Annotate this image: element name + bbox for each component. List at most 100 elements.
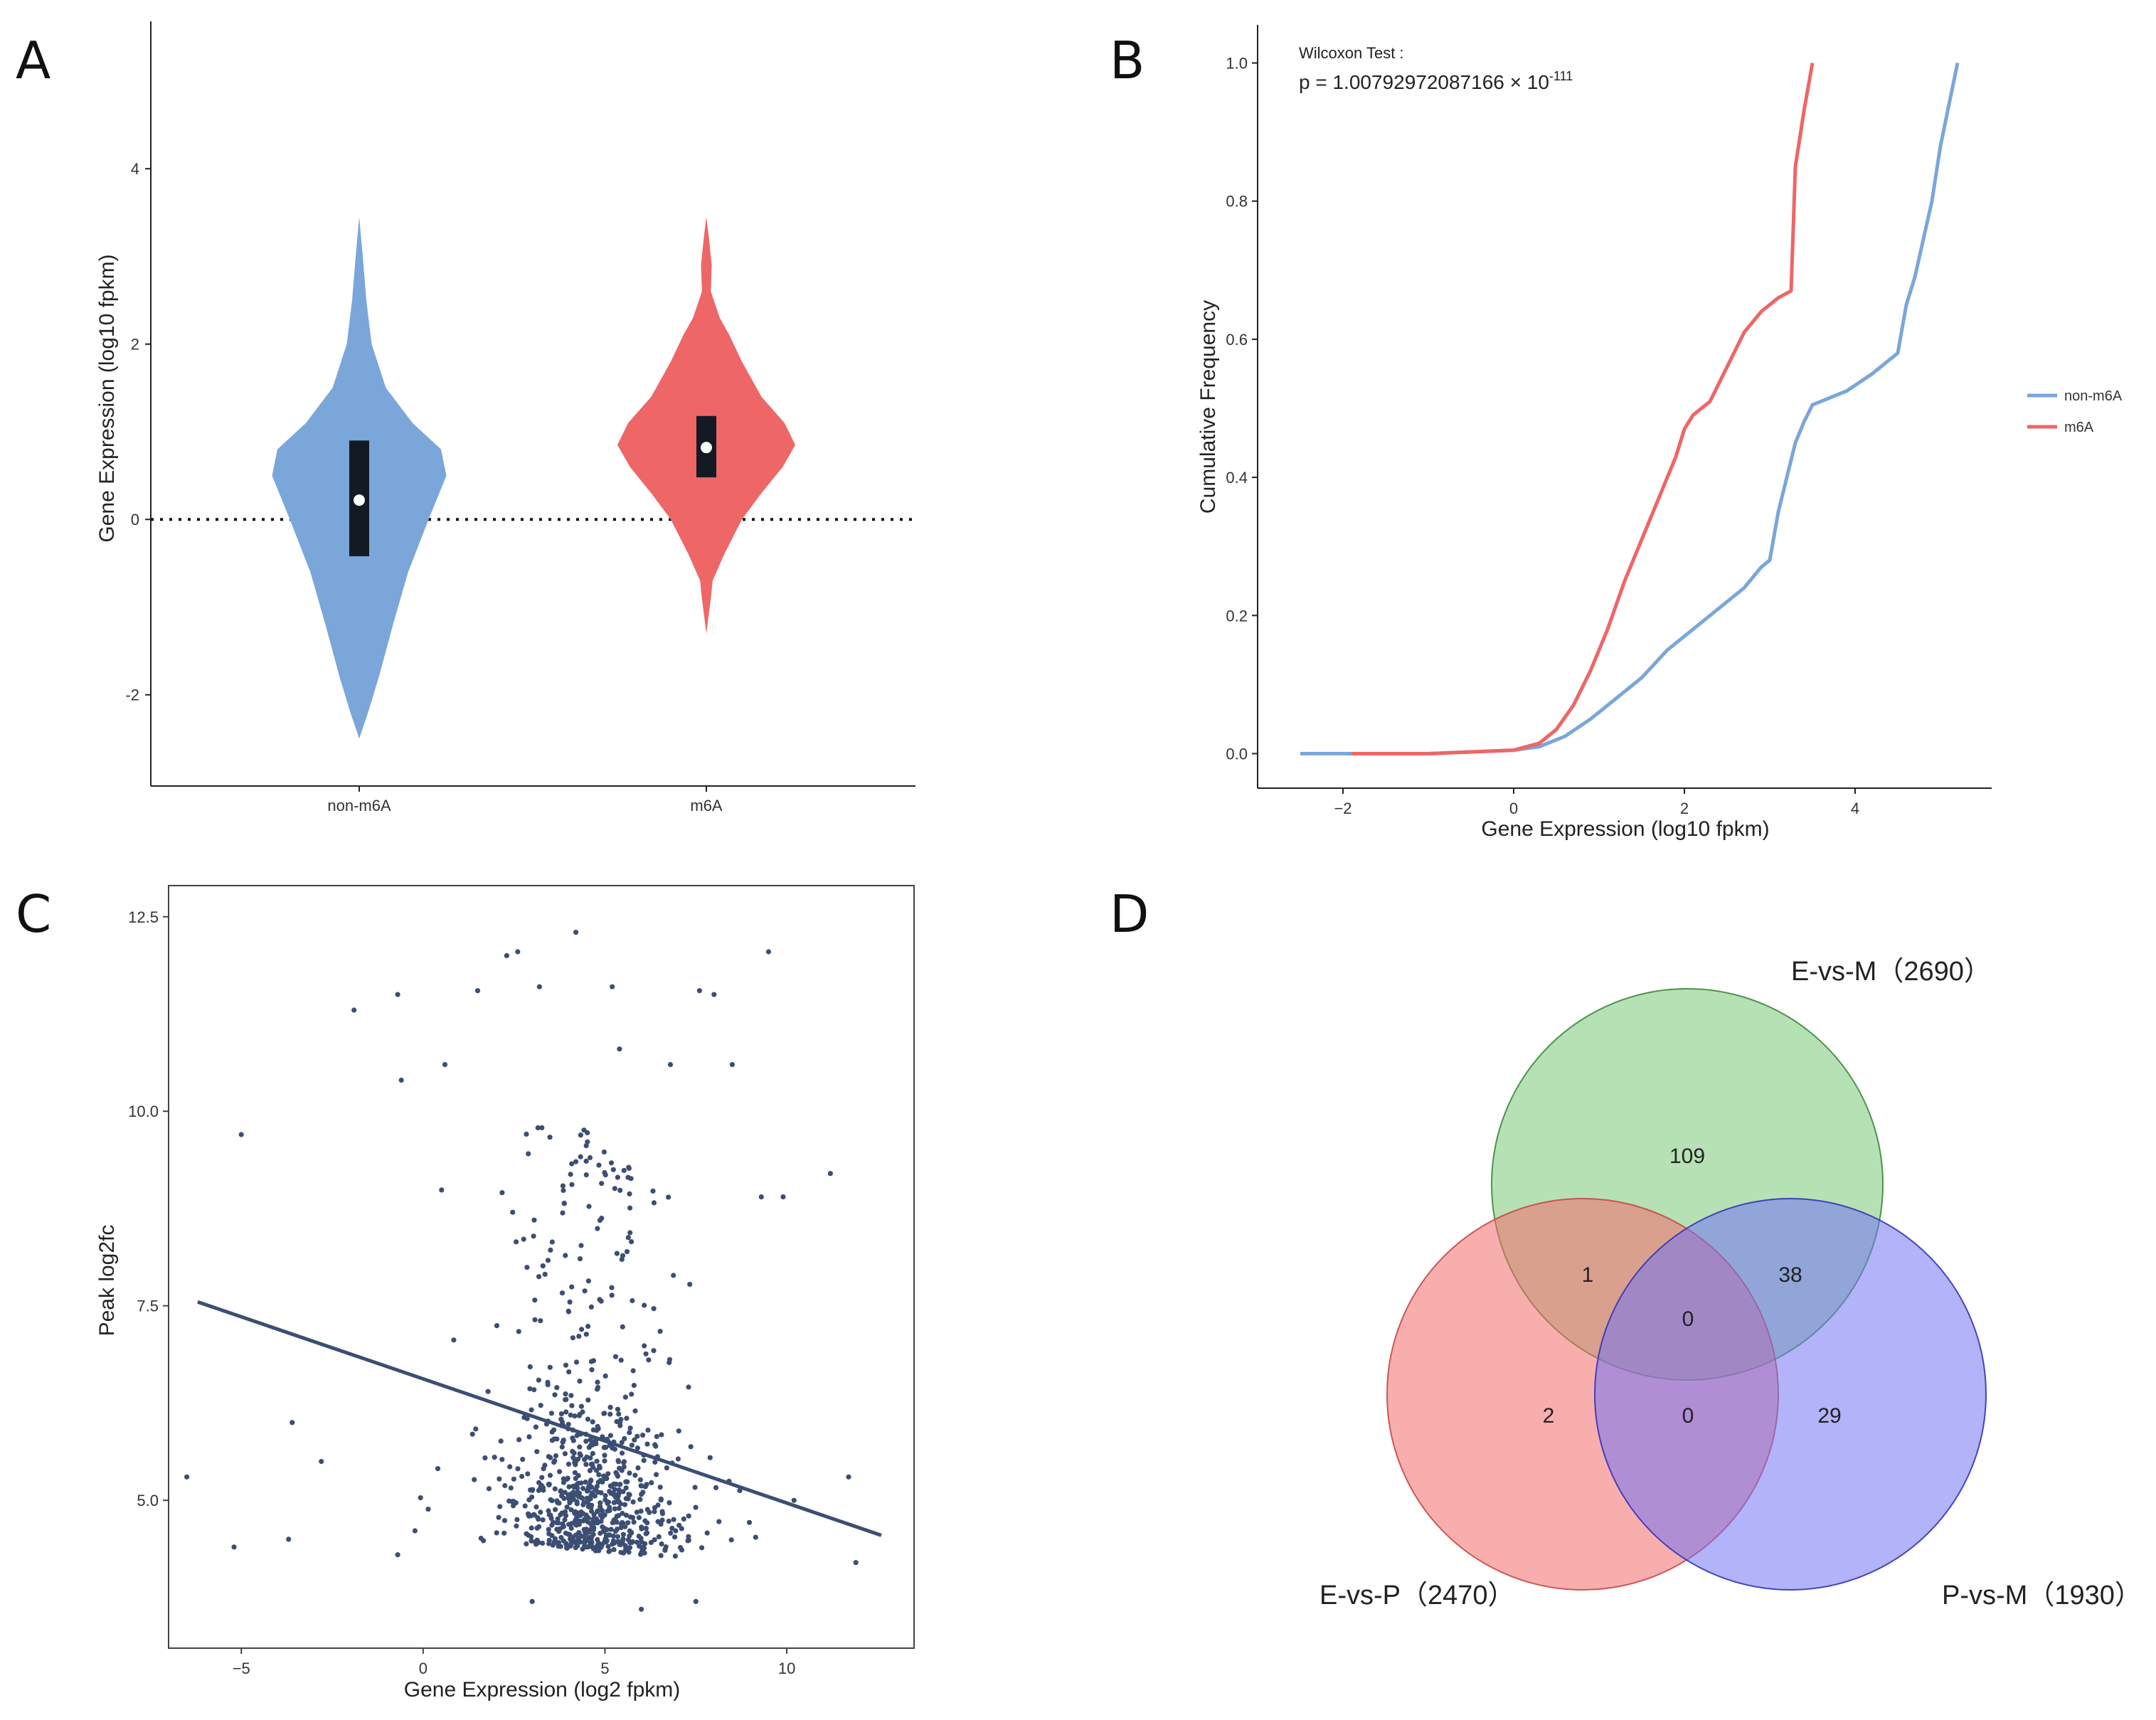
scatter-point bbox=[650, 1188, 656, 1194]
panel-c-y-axis-label: Peak log2fc bbox=[95, 1225, 119, 1337]
scatter-point bbox=[846, 1474, 851, 1480]
scatter-point bbox=[647, 1509, 652, 1515]
scatter-point bbox=[590, 1527, 597, 1533]
scatter-point bbox=[435, 1466, 441, 1472]
scatter-point bbox=[546, 1508, 551, 1514]
scatter-point bbox=[675, 1456, 681, 1462]
scatter-point bbox=[595, 1379, 600, 1385]
scatter-point bbox=[561, 1524, 566, 1530]
scatter-point bbox=[612, 1186, 617, 1191]
scatter-point bbox=[548, 1411, 555, 1416]
scatter-point bbox=[620, 1531, 627, 1537]
scatter-point bbox=[540, 1540, 546, 1546]
scatter-point bbox=[620, 1253, 626, 1258]
scatter-point bbox=[566, 1522, 572, 1527]
scatter-point bbox=[578, 1243, 584, 1248]
scatter-point bbox=[552, 1392, 558, 1398]
scatter-point bbox=[557, 1469, 563, 1475]
scatter-point bbox=[558, 1416, 564, 1422]
scatter-point bbox=[589, 1485, 595, 1490]
scatter-point bbox=[568, 1525, 574, 1531]
scatter-point bbox=[536, 1480, 542, 1485]
scatter-point bbox=[622, 1543, 628, 1549]
scatter-point bbox=[571, 1539, 578, 1544]
scatter-point bbox=[676, 1428, 681, 1434]
scatter-point bbox=[552, 1536, 558, 1541]
scatter-point bbox=[474, 988, 481, 994]
scatter-point bbox=[534, 1537, 540, 1543]
scatter-point bbox=[651, 1200, 657, 1206]
scatter-point bbox=[627, 1191, 632, 1196]
panel-b-x-axis-label: Gene Expression (log10 fpkm) bbox=[1481, 817, 1769, 841]
scatter-point bbox=[286, 1536, 292, 1542]
scatter-point bbox=[648, 1539, 654, 1545]
scatter-point bbox=[507, 1464, 513, 1470]
scatter-point bbox=[524, 1265, 530, 1270]
scatter-point bbox=[593, 1548, 599, 1554]
scatter-point bbox=[534, 1449, 540, 1455]
scatter-point bbox=[579, 1495, 585, 1501]
scatter-point bbox=[639, 1526, 644, 1531]
scatter-point bbox=[704, 1530, 710, 1536]
scatter-point bbox=[531, 1233, 536, 1239]
scatter-point bbox=[572, 1413, 578, 1419]
panel-a-x-ticks: non-m6A m6A bbox=[327, 786, 723, 814]
scatter-point bbox=[290, 1420, 295, 1426]
scatter-point bbox=[549, 1533, 555, 1539]
scatter-point bbox=[638, 1551, 644, 1556]
scatter-point bbox=[765, 949, 772, 955]
scatter-point bbox=[590, 1490, 595, 1496]
scatter-point bbox=[585, 1139, 590, 1145]
panel-c-x-tick-label: −5 bbox=[233, 1660, 250, 1677]
scatter-point bbox=[529, 1487, 535, 1493]
scatter-point bbox=[612, 1506, 618, 1512]
scatter-point bbox=[693, 1598, 699, 1604]
scatter-point bbox=[746, 1519, 753, 1525]
scatter-point bbox=[526, 1532, 531, 1538]
scatter-point bbox=[515, 949, 521, 955]
scatter-point bbox=[590, 1531, 596, 1537]
scatter-point bbox=[586, 1445, 592, 1450]
panel-c-x-ticks: −5 0 5 10 bbox=[233, 1648, 795, 1677]
scatter-point bbox=[561, 1480, 567, 1485]
scatter-point bbox=[627, 1426, 633, 1431]
scatter-point bbox=[643, 1526, 649, 1531]
scatter-point bbox=[563, 1362, 569, 1368]
violin-median-point-non-m6a bbox=[354, 494, 365, 506]
scatter-point bbox=[578, 1403, 585, 1409]
scatter-point bbox=[627, 1230, 633, 1236]
scatter-point bbox=[780, 1194, 786, 1200]
scatter-point bbox=[558, 1411, 565, 1417]
panel-a-y-tick-label: 4 bbox=[131, 160, 139, 178]
scatter-point bbox=[594, 1428, 600, 1433]
scatter-point bbox=[625, 1496, 631, 1502]
scatter-point bbox=[627, 1533, 632, 1539]
scatter-point bbox=[590, 1517, 596, 1522]
panel-b-x-tick-label: 0 bbox=[1509, 800, 1518, 817]
scatter-point bbox=[551, 1427, 557, 1433]
scatter-point bbox=[611, 1492, 617, 1498]
scatter-point bbox=[564, 1504, 570, 1510]
scatter-point bbox=[395, 1552, 400, 1558]
scatter-point bbox=[587, 1467, 593, 1473]
scatter-point bbox=[496, 1476, 502, 1482]
panel-d-venn-diagram: 109 2 29 1 38 0 0 E-vs-M（2690） E-vs-P（24… bbox=[1319, 957, 2142, 1610]
scatter-point bbox=[577, 1451, 583, 1457]
scatter-point bbox=[595, 1226, 600, 1231]
scatter-point bbox=[617, 1501, 624, 1507]
scatter-point bbox=[527, 1364, 533, 1370]
venn-label-p-vs-m-count: （1930） bbox=[2027, 1581, 2142, 1610]
scatter-point bbox=[522, 1503, 528, 1509]
scatter-point bbox=[672, 1534, 678, 1540]
scatter-point bbox=[596, 1162, 602, 1168]
scatter-point bbox=[632, 1472, 638, 1478]
scatter-point bbox=[583, 1172, 589, 1178]
scatter-point bbox=[853, 1560, 859, 1566]
scatter-point bbox=[629, 1239, 634, 1245]
scatter-point bbox=[632, 1437, 637, 1443]
scatter-point bbox=[561, 1201, 567, 1206]
scatter-point bbox=[607, 1404, 613, 1410]
scatter-point bbox=[451, 1337, 457, 1343]
scatter-point bbox=[659, 1517, 665, 1523]
scatter-point bbox=[668, 1530, 674, 1536]
